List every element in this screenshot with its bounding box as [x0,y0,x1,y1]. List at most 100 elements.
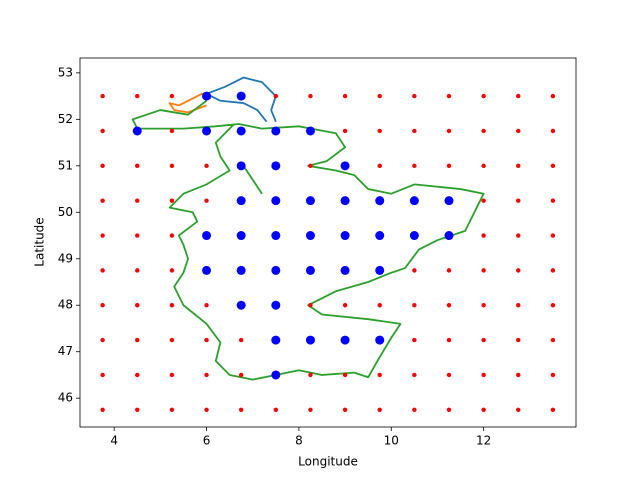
point [446,128,452,134]
point [202,91,212,101]
plot-frame [79,57,577,428]
outline [131,100,485,381]
point [100,372,105,378]
point [100,303,105,308]
point [135,93,140,99]
point [342,407,348,413]
y-tick-label: 49 [58,251,73,265]
point [308,372,313,378]
point [271,265,281,275]
point [446,407,452,413]
point [375,335,385,345]
point [446,303,452,308]
point [412,93,417,99]
point [308,303,313,308]
point [238,337,244,343]
point [342,93,348,99]
point [100,163,105,169]
point [446,93,452,99]
point [132,126,142,136]
point [273,93,279,99]
point [377,303,382,308]
point [305,265,315,275]
point [204,407,209,413]
point [412,337,417,343]
point [550,372,556,378]
point [375,231,385,241]
point [377,93,382,99]
point [412,163,417,169]
point [446,163,452,169]
point [305,335,315,345]
point [516,303,521,308]
point [236,126,246,136]
point [169,128,175,134]
point [202,265,212,275]
x-tick-label: 8 [295,434,303,448]
point [516,372,521,378]
point [550,198,556,203]
y-tick-label: 53 [58,65,73,79]
point [516,198,521,203]
point [169,198,175,203]
point [446,268,452,273]
point [135,198,140,203]
outline [168,92,212,114]
point [481,268,486,273]
point [412,128,417,134]
point [308,93,313,99]
point [550,93,556,99]
point [169,303,175,308]
point [202,231,212,241]
point [169,372,175,378]
point [516,128,521,134]
point [271,196,281,206]
point [100,407,105,413]
point [342,128,348,134]
x-tick-label: 10 [384,434,399,448]
point [135,233,140,238]
point [271,300,281,310]
point [446,337,452,343]
point [481,303,486,308]
outline [205,76,277,123]
y-tick-label: 48 [58,298,73,312]
point [481,407,486,413]
point [100,198,105,203]
point [305,231,315,241]
point [236,91,246,101]
point [444,231,454,241]
point [135,163,140,169]
point [169,233,175,238]
point [340,335,350,345]
point [550,268,556,273]
point [271,335,281,345]
point [273,407,279,413]
point [202,126,212,136]
point [135,337,140,343]
y-tick-label: 51 [58,158,73,172]
point [340,196,350,206]
point [204,303,209,308]
point [444,196,454,206]
point [342,303,348,308]
point [305,196,315,206]
point [481,233,486,238]
point [100,233,105,238]
point [305,126,315,136]
point [481,337,486,343]
x-axis-label: Longitude [298,455,358,469]
point [135,407,140,413]
point [169,93,175,99]
point [204,163,209,169]
point [308,407,313,413]
point [236,196,246,206]
point [412,407,417,413]
point [204,198,209,203]
point [236,231,246,241]
point [412,303,417,308]
point [135,303,140,308]
point [169,163,175,169]
